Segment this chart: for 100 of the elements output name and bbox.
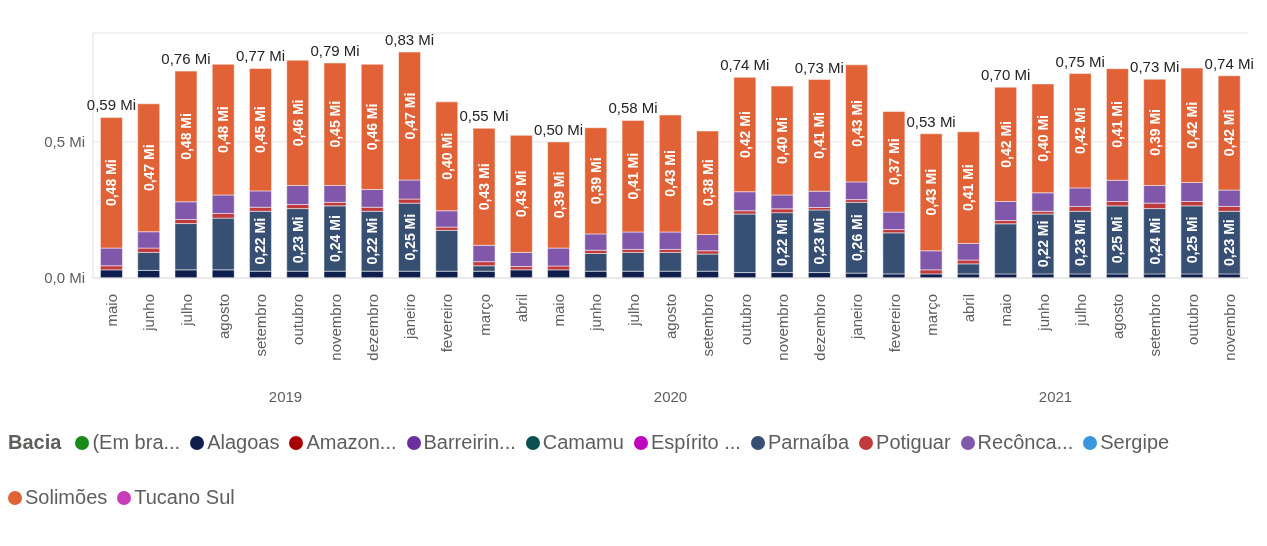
total-label: 0,53 Mi <box>906 112 956 130</box>
x-tick-label: maio <box>103 294 121 327</box>
data-label: 0,47 Mi <box>401 92 418 140</box>
x-tick-label: março <box>922 294 940 336</box>
legend-label: Recônca... <box>977 431 1074 454</box>
total-label: 0,74 Mi <box>720 56 770 74</box>
x-tick-label: setembro <box>1146 294 1164 357</box>
x-tick-label: junho <box>587 294 605 332</box>
data-label: 0,48 Mi <box>215 106 232 153</box>
data-label: 0,37 Mi <box>885 138 902 186</box>
legend-label: Sergipe <box>1100 431 1170 454</box>
data-label: 0,25 Mi <box>401 213 418 261</box>
data-label: 0,46 Mi <box>364 103 381 151</box>
x-tick-label: fevereiro <box>885 294 903 353</box>
data-label: 0,40 Mi <box>774 117 791 164</box>
x-tick-label: fevereiro <box>438 294 456 353</box>
legend-label: Espírito ... <box>650 431 741 454</box>
data-label: 0,39 Mi <box>550 171 567 219</box>
data-label: 0,23 Mi <box>811 217 828 265</box>
data-label: 0,22 Mi <box>364 217 381 265</box>
x-tick-label: outubro <box>289 294 307 345</box>
legend-label: Barreirin... <box>423 431 516 454</box>
data-label: 0,39 Mi <box>1146 109 1163 156</box>
total-label: 0,79 Mi <box>310 41 360 59</box>
total-label: 0,50 Mi <box>533 120 584 138</box>
data-label: 0,23 Mi <box>289 216 306 264</box>
x-tick-label: junho <box>1034 294 1052 332</box>
x-tick-label: dezembro <box>363 294 381 361</box>
data-label: 0,41 Mi <box>960 164 977 211</box>
total-label: 0,70 Mi <box>981 66 1031 84</box>
data-label: 0,46 Mi <box>289 99 306 147</box>
data-label: 0,39 Mi <box>587 157 604 205</box>
total-label: 0,77 Mi <box>235 47 286 65</box>
text: 2020 <box>652 388 689 405</box>
data-label: 0,24 Mi <box>1146 217 1163 265</box>
x-tick-label: maio <box>997 294 1015 327</box>
data-label: 0,43 Mi <box>476 163 493 211</box>
x-tick-label: maio <box>550 294 568 327</box>
x-tick-label: abril <box>512 294 530 323</box>
data-label: 0,42 Mi <box>1221 109 1238 157</box>
data-label: 0,47 Mi <box>140 144 157 192</box>
legend-label: Amazon... <box>306 431 397 454</box>
total-label: 0,73 Mi <box>794 58 844 76</box>
data-label: 0,23 Mi <box>1221 219 1238 266</box>
data-label: 0,42 Mi <box>1072 107 1089 155</box>
data-label: 0,25 Mi <box>1109 216 1126 264</box>
x-tick-label: abril <box>960 294 978 323</box>
data-label: 0,26 Mi <box>848 214 865 262</box>
text: 2019 <box>267 388 304 405</box>
data-label: 0,43 Mi <box>662 150 679 197</box>
total-label: 0,55 Mi <box>459 107 509 125</box>
total-label: 0,75 Mi <box>1055 52 1105 70</box>
data-label: 0,45 Mi <box>252 106 269 153</box>
data-label: 0,48 Mi <box>177 113 194 160</box>
bar <box>882 232 906 275</box>
total-label: 0,83 Mi <box>384 31 435 49</box>
legend-label: Alagoas <box>207 431 280 454</box>
data-label: 0,41 Mi <box>1109 101 1126 148</box>
data-label: 0,22 Mi <box>774 219 791 266</box>
x-tick-label: dezembro <box>811 294 829 361</box>
data-label: 0,22 Mi <box>252 217 269 265</box>
total-label: 0,73 Mi <box>1130 58 1180 76</box>
total-label: 0,59 Mi <box>86 96 137 114</box>
legend-title: Bacia <box>8 431 62 454</box>
bar <box>994 223 1017 275</box>
legend-label: Parnaíba <box>767 431 850 454</box>
x-tick-label: outubro <box>1183 294 1201 345</box>
data-label: 0,42 Mi <box>736 111 753 158</box>
x-tick-label: janeiro <box>848 294 866 341</box>
bar <box>733 213 757 273</box>
data-label: 0,42 Mi <box>1183 101 1200 149</box>
data-label: 0,43 Mi <box>848 100 865 147</box>
x-tick-label: setembro <box>252 294 270 357</box>
legend-label: Camamu <box>542 431 624 454</box>
y-tick-label: 0,0 Mi <box>44 269 85 287</box>
x-tick-label: agosto <box>214 294 232 340</box>
legend-label: Tucano Sul <box>134 486 235 509</box>
total-label: 0,58 Mi <box>608 99 658 117</box>
data-label: 0,22 Mi <box>1034 220 1051 268</box>
data-label: 0,42 Mi <box>997 120 1014 168</box>
legend-label: Solimões <box>25 486 108 509</box>
x-tick-label: outubro <box>736 294 754 345</box>
data-label: 0,41 Mi <box>625 152 642 200</box>
y-tick-label: 0,5 Mi <box>44 133 85 151</box>
data-label: 0,45 Mi <box>327 100 343 148</box>
data-label: 0,38 Mi <box>699 159 716 207</box>
x-tick-label: julho <box>177 294 195 327</box>
x-tick-label: novembro <box>1220 294 1238 361</box>
legend-label: (Em bra... <box>92 431 181 454</box>
data-label: 0,43 Mi <box>923 168 940 216</box>
legend-label: Potiguar <box>876 431 951 454</box>
total-label: 0,74 Mi <box>1204 54 1254 72</box>
bar <box>957 263 980 275</box>
x-tick-label: agosto <box>1109 294 1127 340</box>
x-tick-label: agosto <box>662 294 679 340</box>
x-tick-label: julho <box>1071 294 1089 327</box>
data-label: 0,43 Mi <box>513 170 530 218</box>
total-label: 0,76 Mi <box>161 50 211 68</box>
data-label: 0,24 Mi <box>327 215 343 262</box>
data-label: 0,48 Mi <box>103 159 120 207</box>
